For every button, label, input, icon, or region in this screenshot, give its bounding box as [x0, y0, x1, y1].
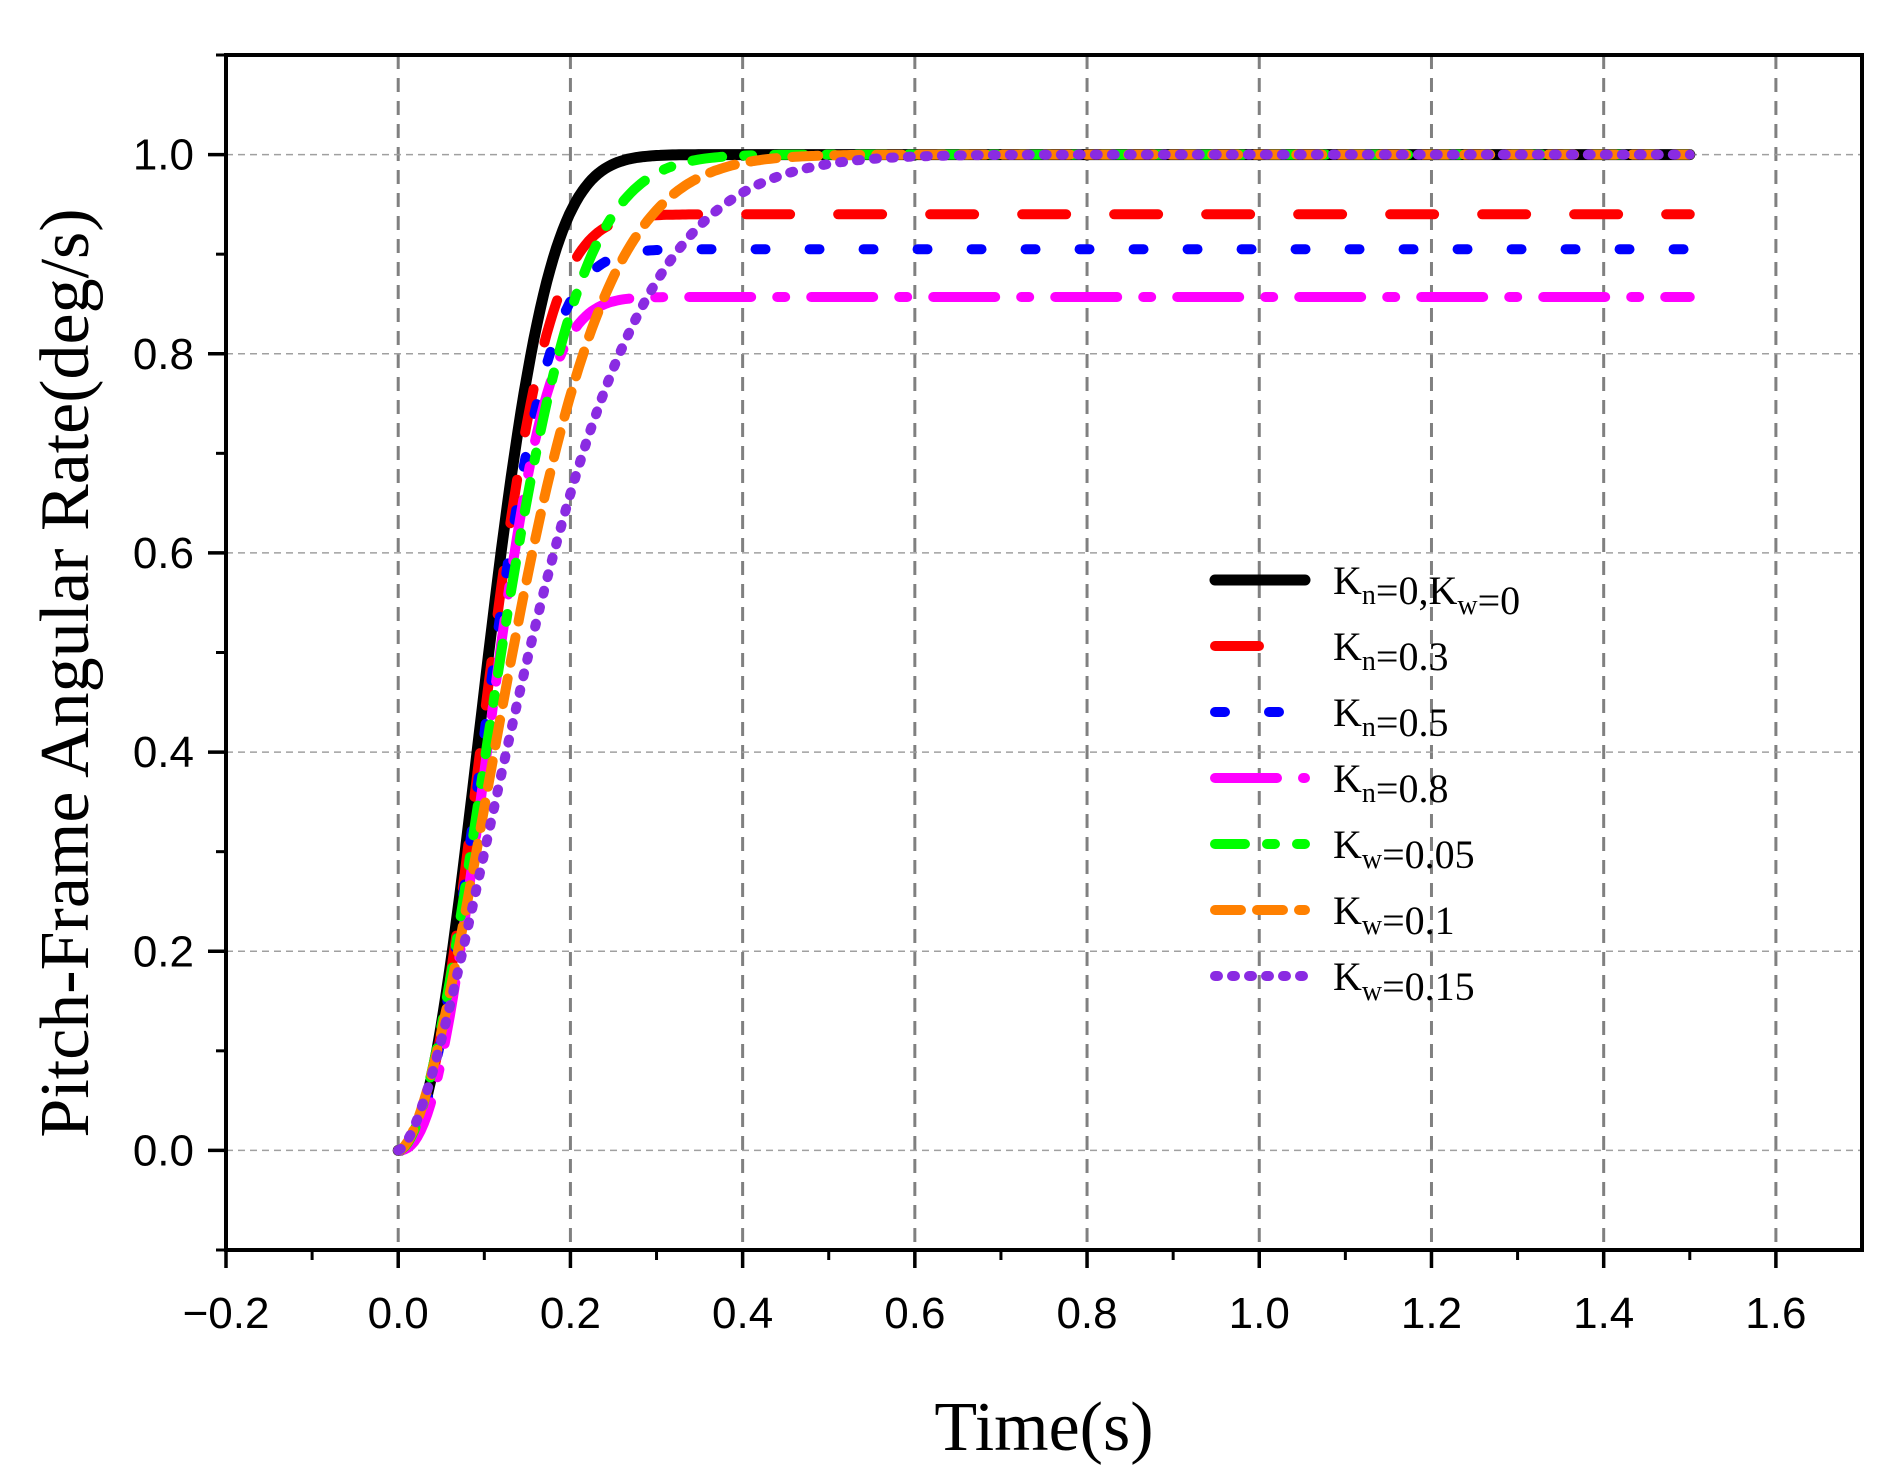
x-tick-label: 0.2	[540, 1289, 601, 1338]
y-tick-label: 1.0	[133, 131, 194, 180]
legend-label-5: Kw=0.1	[1333, 888, 1455, 943]
x-tick-label: −0.2	[183, 1289, 270, 1338]
y-tick-label: 0.0	[133, 1126, 194, 1175]
y-tick-label: 0.2	[133, 927, 194, 976]
series-line-6	[393, 149, 1695, 1156]
x-tick-label: 0.8	[1056, 1289, 1117, 1338]
legend-label-1: Kn=0.3	[1333, 624, 1448, 679]
legend-label-0: Kn=0,Kw=0	[1333, 558, 1520, 623]
y-tick-label: 0.6	[133, 529, 194, 578]
x-tick-label: 1.4	[1573, 1289, 1634, 1338]
legend-label-2: Kn=0.5	[1333, 690, 1448, 745]
legend-label-4: Kw=0.05	[1333, 822, 1475, 877]
y-axis-title: Pitch-Frame Angular Rate(deg/s)	[27, 208, 104, 1137]
legend-label-3: Kn=0.8	[1333, 756, 1448, 811]
series-line-3	[393, 292, 1695, 1156]
legend: Kn=0,Kw=0Kn=0.3 Kn=0.5 Kn=0.8 Kw=0.05 Kw=0.1…	[1209, 558, 1520, 1009]
y-tick-label: 0.8	[133, 330, 194, 379]
tick-labels: −0.2 0.0 0.2 0.4 0.6 0.8 1.0 1.2 1.4 1.6 0.0 0.2 0.4…	[133, 131, 1807, 1338]
x-tick-label: 1.0	[1229, 1289, 1290, 1338]
x-axis-title: Time(s)	[934, 1389, 1153, 1466]
y-tick-label: 0.4	[133, 728, 194, 777]
grid-lines	[226, 55, 1862, 1250]
series-lines	[392, 149, 1696, 1156]
x-tick-label: 0.4	[712, 1289, 773, 1338]
x-tick-label: 1.2	[1401, 1289, 1462, 1338]
x-tick-label: 0.6	[884, 1289, 945, 1338]
series-line-1	[393, 209, 1695, 1156]
x-tick-label: 1.6	[1745, 1289, 1806, 1338]
axes	[208, 53, 1864, 1268]
x-tick-label: 0.0	[368, 1289, 429, 1338]
legend-label-6: Kw=0.15	[1333, 954, 1475, 1009]
